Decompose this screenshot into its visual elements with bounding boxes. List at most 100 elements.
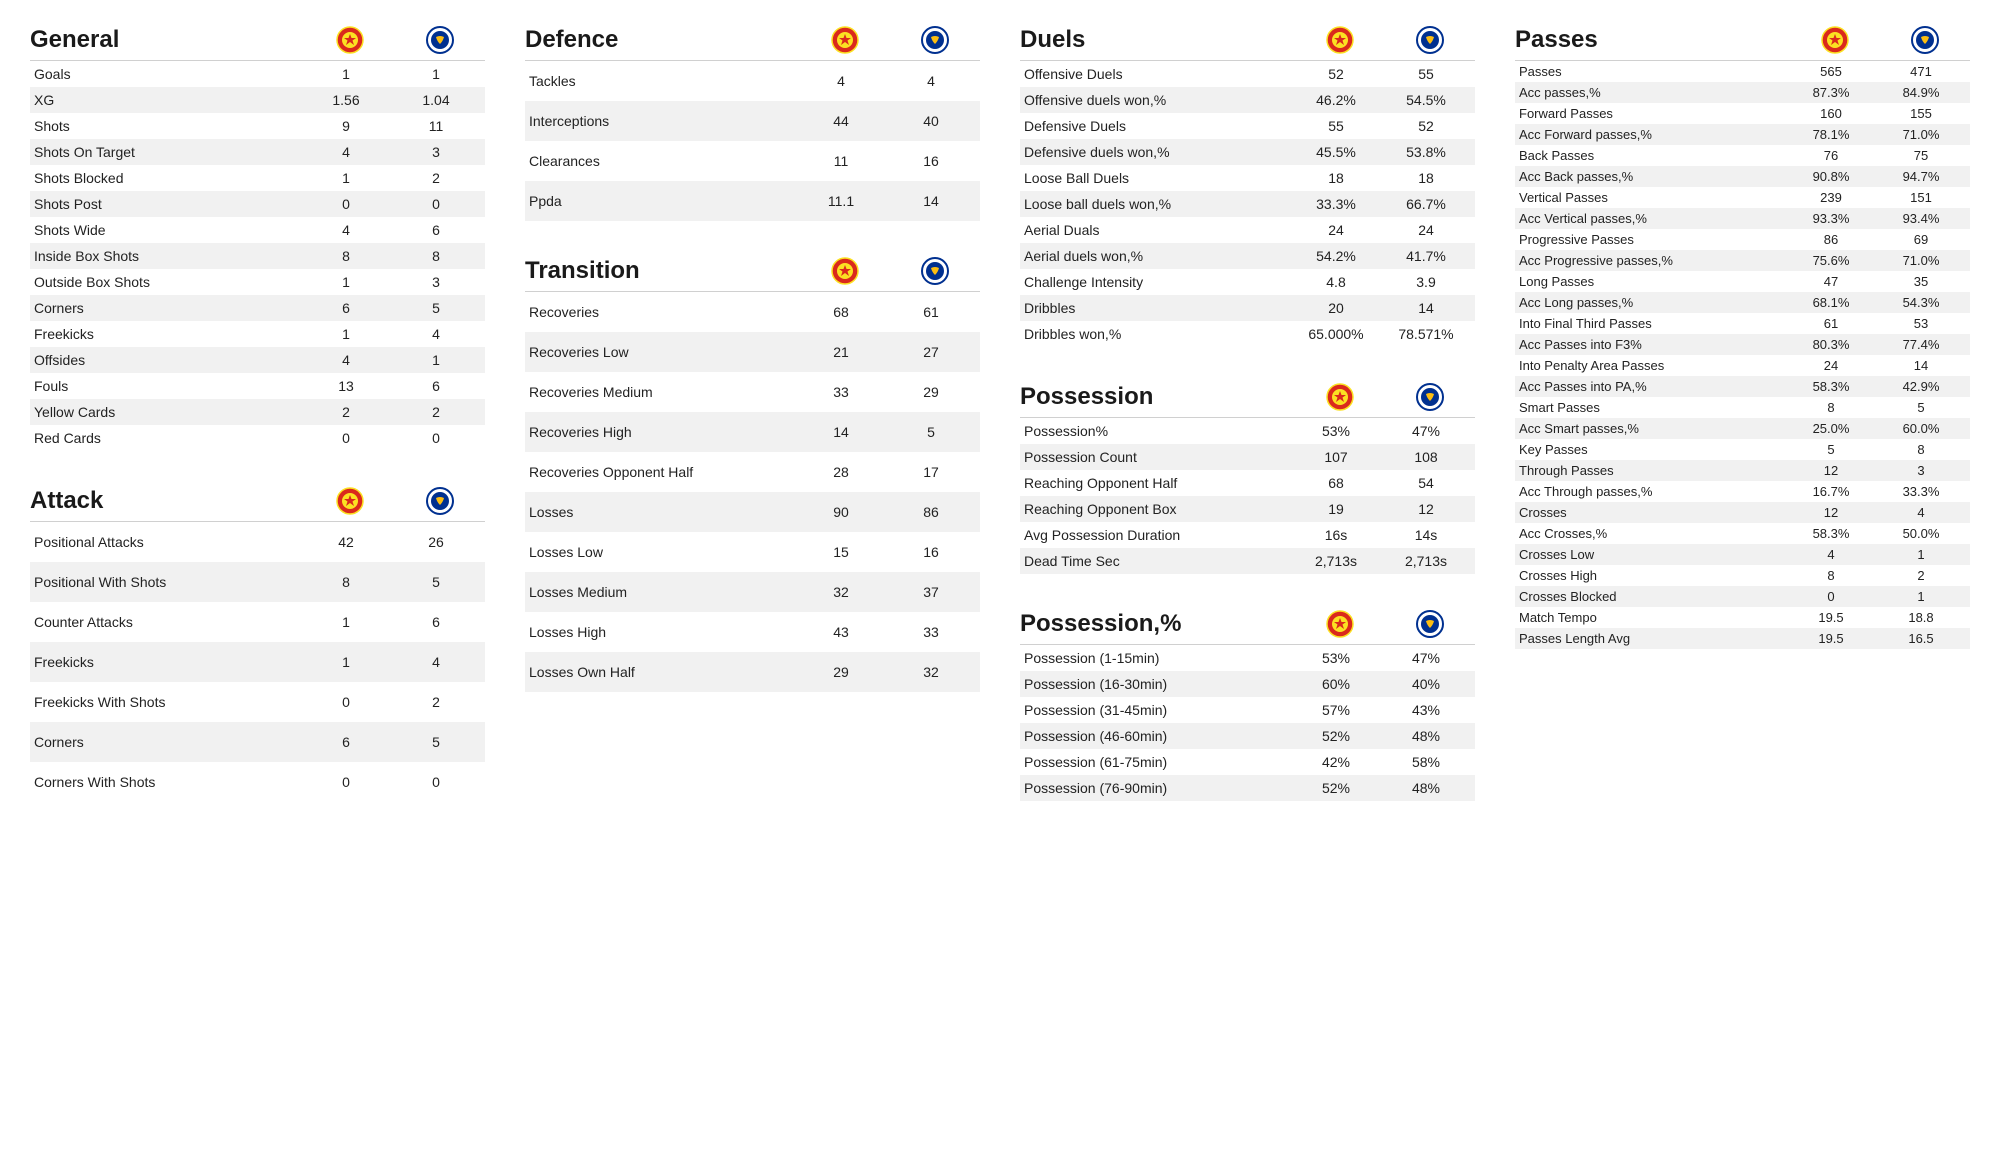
home-team-logo	[336, 26, 364, 54]
stat-away-value: 1	[1876, 547, 1966, 562]
section-header: Passes	[1515, 20, 1970, 61]
stat-home-value: 4.8	[1291, 274, 1381, 290]
stat-away-value: 55	[1381, 66, 1471, 82]
away-logo-cell	[1385, 26, 1475, 54]
stat-home-value: 76	[1786, 148, 1876, 163]
stat-label: Possession (61-75min)	[1024, 754, 1291, 770]
away-team-logo	[921, 257, 949, 285]
stat-row: Acc Forward passes,%78.1%71.0%	[1515, 124, 1970, 145]
section-rows: Tackles44Interceptions4440Clearances1116…	[525, 61, 980, 221]
section-rows: Recoveries6861Recoveries Low2127Recoveri…	[525, 292, 980, 692]
stat-label: Crosses Blocked	[1519, 589, 1786, 604]
stat-home-value: 54.2%	[1291, 248, 1381, 264]
stat-home-value: 0	[301, 694, 391, 710]
home-team-logo	[831, 26, 859, 54]
stat-home-value: 53%	[1291, 650, 1381, 666]
stat-home-value: 4	[796, 73, 886, 89]
stat-away-value: 2	[1876, 568, 1966, 583]
section-title: Passes	[1515, 26, 1790, 54]
away-team-logo	[1416, 610, 1444, 638]
stat-away-value: 54.5%	[1381, 92, 1471, 108]
stat-home-value: 52%	[1291, 780, 1381, 796]
section-title: Transition	[525, 257, 800, 285]
stat-row: Long Passes4735	[1515, 271, 1970, 292]
stat-row: Acc Progressive passes,%75.6%71.0%	[1515, 250, 1970, 271]
stat-row: Acc Through passes,%16.7%33.3%	[1515, 481, 1970, 502]
stat-row: Freekicks14	[30, 321, 485, 347]
stat-home-value: 80.3%	[1786, 337, 1876, 352]
stat-label: Acc passes,%	[1519, 85, 1786, 100]
stat-row: Interceptions4440	[525, 101, 980, 141]
stat-away-value: 0	[391, 196, 481, 212]
stat-home-value: 1	[301, 326, 391, 342]
section-title: Possession	[1020, 383, 1295, 411]
home-logo-cell	[800, 26, 890, 54]
stat-label: Losses Own Half	[529, 664, 796, 680]
stat-row: Possession (61-75min)42%58%	[1020, 749, 1475, 775]
stat-label: Through Passes	[1519, 463, 1786, 478]
stat-away-value: 3	[391, 144, 481, 160]
stat-row: Reaching Opponent Half6854	[1020, 470, 1475, 496]
stat-label: Reaching Opponent Half	[1024, 475, 1291, 491]
stat-label: Acc Forward passes,%	[1519, 127, 1786, 142]
stat-row: Possession (31-45min)57%43%	[1020, 697, 1475, 723]
stat-row: Through Passes123	[1515, 460, 1970, 481]
stat-home-value: 65.000%	[1291, 326, 1381, 342]
stat-row: Dead Time Sec2,713s2,713s	[1020, 548, 1475, 574]
section-title: Duels	[1020, 26, 1295, 54]
stat-label: Shots Post	[34, 196, 301, 212]
stat-label: Dribbles won,%	[1024, 326, 1291, 342]
section-duels: DuelsOffensive Duels5255Offensive duels …	[1020, 20, 1475, 347]
stat-label: Fouls	[34, 378, 301, 394]
stat-away-value: 26	[391, 534, 481, 550]
stat-away-value: 54.3%	[1876, 295, 1966, 310]
away-logo-cell	[1385, 383, 1475, 411]
stat-home-value: 2,713s	[1291, 553, 1381, 569]
stat-home-value: 44	[796, 113, 886, 129]
stat-label: Acc Back passes,%	[1519, 169, 1786, 184]
stat-away-value: 5	[1876, 400, 1966, 415]
stat-label: Crosses High	[1519, 568, 1786, 583]
stat-home-value: 90	[796, 504, 886, 520]
stat-away-value: 47%	[1381, 423, 1471, 439]
stat-home-value: 57%	[1291, 702, 1381, 718]
stat-home-value: 1	[301, 170, 391, 186]
stat-row: Counter Attacks16	[30, 602, 485, 642]
section-defence: DefenceTackles44Interceptions4440Clearan…	[525, 20, 980, 221]
stat-row: Dribbles2014	[1020, 295, 1475, 321]
stat-row: Losses Own Half2932	[525, 652, 980, 692]
stat-away-value: 1.04	[391, 92, 481, 108]
stat-home-value: 4	[301, 222, 391, 238]
stat-row: Smart Passes85	[1515, 397, 1970, 418]
stat-home-value: 87.3%	[1786, 85, 1876, 100]
stat-away-value: 43%	[1381, 702, 1471, 718]
stat-away-value: 84.9%	[1876, 85, 1966, 100]
stat-home-value: 68	[1291, 475, 1381, 491]
stat-label: Acc Vertical passes,%	[1519, 211, 1786, 226]
stat-row: Aerial Duals2424	[1020, 217, 1475, 243]
stat-label: Goals	[34, 66, 301, 82]
stat-row: Tackles44	[525, 61, 980, 101]
stat-row: Forward Passes160155	[1515, 103, 1970, 124]
stat-row: Reaching Opponent Box1912	[1020, 496, 1475, 522]
stat-away-value: 6	[391, 614, 481, 630]
stat-row: Shots Post00	[30, 191, 485, 217]
stat-label: Corners	[34, 300, 301, 316]
section-title: Possession,%	[1020, 610, 1295, 638]
stat-home-value: 60%	[1291, 676, 1381, 692]
stat-label: Defensive duels won,%	[1024, 144, 1291, 160]
stat-label: Losses High	[529, 624, 796, 640]
stat-away-value: 6	[391, 378, 481, 394]
away-team-logo	[426, 26, 454, 54]
section-header: Defence	[525, 20, 980, 61]
stat-label: Acc Progressive passes,%	[1519, 253, 1786, 268]
stat-label: Positional Attacks	[34, 534, 301, 550]
stat-home-value: 8	[1786, 568, 1876, 583]
stat-home-value: 565	[1786, 64, 1876, 79]
stat-label: Into Penalty Area Passes	[1519, 358, 1786, 373]
stat-home-value: 11	[796, 153, 886, 169]
stat-away-value: 53	[1876, 316, 1966, 331]
stat-home-value: 25.0%	[1786, 421, 1876, 436]
section-passes: PassesPasses565471Acc passes,%87.3%84.9%…	[1515, 20, 1970, 649]
stat-away-value: 33.3%	[1876, 484, 1966, 499]
